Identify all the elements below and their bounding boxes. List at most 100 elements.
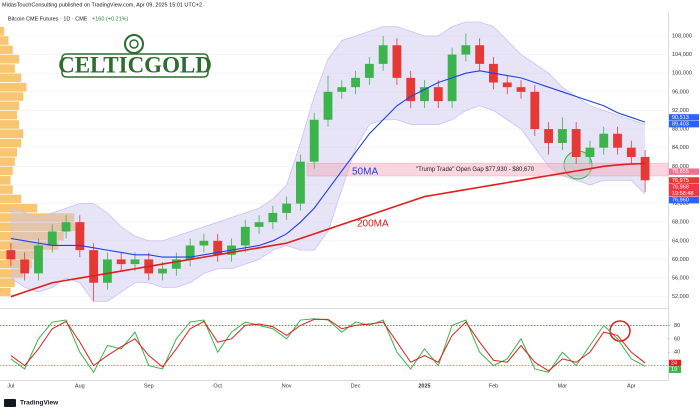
change: +160 (+0.21%): [92, 16, 129, 22]
candle-body: [75, 222, 85, 251]
candle-body: [268, 212, 278, 223]
candle-body: [89, 250, 99, 283]
candle-body: [213, 240, 223, 255]
volume-profile-bar: [0, 203, 38, 213]
volume-profile-bar: [0, 278, 15, 287]
candle-body: [516, 87, 526, 92]
candle-body: [282, 203, 292, 213]
volume-profile-bar: [0, 157, 15, 166]
candle-body: [364, 63, 374, 78]
candle-body: [544, 129, 554, 144]
moving-average: [10, 162, 646, 298]
volume-profile-bar: [0, 194, 22, 204]
candle-body: [530, 91, 540, 130]
price-label-bg: [669, 168, 699, 175]
y-tick-label: 56,000: [672, 276, 689, 282]
y-tick-label: 108,000: [672, 33, 692, 39]
volume-profile-bar: [0, 82, 27, 92]
y-tick-label: 40: [674, 350, 680, 356]
candle-body: [599, 133, 609, 148]
gap-label: "Trump Trade" Open Gap $77,930 - $80,670: [416, 167, 535, 173]
candle-body: [240, 226, 250, 246]
logo-knot-inner: [129, 39, 139, 49]
y-tick-label: 104,000: [672, 52, 692, 58]
last-value-label: 24: [671, 360, 677, 366]
candle-body: [309, 119, 319, 162]
candle-body: [502, 82, 512, 88]
candle-body: [557, 129, 567, 144]
volume-profile-bar: [0, 213, 75, 222]
stochastic-line: [10, 318, 646, 374]
footer-logo: [4, 399, 16, 407]
candle-body: [613, 133, 622, 148]
volume-profile-bar: [0, 148, 17, 157]
price-label: 90,513: [672, 115, 689, 121]
price-label: 76,968: [672, 185, 689, 191]
x-tick-label: Aug: [75, 383, 85, 389]
y-tick-label: 64,000: [672, 238, 689, 244]
y-tick-label: 52,000: [672, 294, 689, 300]
y-tick-label: 60: [674, 336, 680, 342]
price-label-bg: [669, 177, 699, 184]
price-label-bg: [669, 114, 699, 121]
price-label: 76,975: [672, 178, 689, 184]
candle-body: [130, 259, 140, 265]
footer: TradingView: [20, 400, 59, 407]
plot-layer: [0, 21, 668, 302]
logo: CELTICGOLD: [58, 34, 212, 78]
x-tick-label: Oct: [213, 383, 222, 389]
candle-body: [20, 259, 30, 274]
candle-body: [6, 250, 16, 260]
logo-frame: [61, 53, 209, 78]
price-label-bg: [669, 184, 699, 197]
candle-body: [102, 259, 112, 283]
x-tick-label: Jul: [7, 383, 14, 389]
y-tick-label: 92,000: [672, 108, 689, 114]
moving-average: [10, 70, 646, 258]
price-label: 76,960: [672, 198, 689, 204]
ma-label: 50MA: [352, 167, 378, 178]
volume-profile-bar: [0, 222, 85, 232]
volume-profile-bar: [0, 241, 59, 250]
logo-knot: [124, 34, 144, 54]
candle-body: [337, 87, 347, 92]
x-tick-label: Dec: [351, 383, 361, 389]
volume-profile-bar: [0, 129, 24, 138]
candle-body: [433, 87, 443, 102]
candle-body: [185, 245, 195, 260]
candle-body: [296, 161, 305, 204]
candle-body: [392, 45, 402, 78]
logo-text: CELTICGOLD: [58, 52, 212, 77]
volume-profile-bar: [0, 176, 11, 185]
candle-body: [171, 259, 181, 269]
candle-body: [254, 222, 264, 227]
price-label: 89,403: [672, 122, 689, 128]
volume-profile-bar: [0, 287, 11, 297]
ma-label: 200MA: [357, 219, 389, 230]
volume-profile-bar: [0, 120, 20, 129]
volume-profile-bar: [0, 138, 22, 148]
volume-profile-bar: [0, 92, 24, 101]
last-value-label: 19: [671, 367, 677, 373]
candle-body: [420, 87, 429, 102]
y-tick-label: 100,000: [672, 71, 692, 77]
volume-profile-bar: [0, 101, 20, 111]
x-tick-label: Sep: [144, 383, 154, 389]
candle-body: [378, 45, 388, 64]
gap-zone: [306, 162, 669, 177]
price-label: 78,855: [672, 169, 689, 175]
band-upper: [10, 21, 646, 242]
candle-body: [323, 91, 333, 120]
volume-profile-bar: [0, 166, 13, 176]
y-tick-label: 96,000: [672, 89, 689, 95]
volume-profile-bar: [0, 250, 43, 260]
candle-body: [47, 231, 57, 246]
volume-profile-bar: [0, 64, 15, 73]
x-tick-label: 2025: [418, 383, 430, 389]
band-fill: [10, 21, 646, 302]
y-tick-label: 68,000: [672, 220, 689, 226]
y-tick-label: 88,000: [672, 127, 689, 133]
band-lower: [10, 105, 646, 302]
candle-body: [626, 147, 636, 158]
